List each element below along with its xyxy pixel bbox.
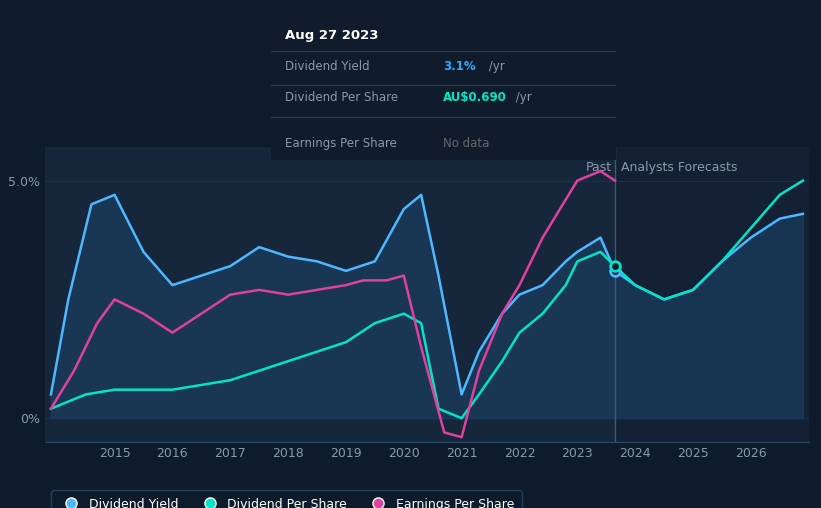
- Text: Aug 27 2023: Aug 27 2023: [285, 29, 378, 42]
- Text: 3.1%: 3.1%: [443, 60, 476, 73]
- Text: Earnings Per Share: Earnings Per Share: [285, 137, 397, 150]
- Text: /yr: /yr: [512, 91, 532, 105]
- Text: Dividend Per Share: Dividend Per Share: [285, 91, 398, 105]
- Text: AU$0.690: AU$0.690: [443, 91, 507, 105]
- Text: Dividend Yield: Dividend Yield: [285, 60, 369, 73]
- Bar: [615, 147, 809, 442]
- Text: Analysts Forecasts: Analysts Forecasts: [621, 161, 737, 174]
- Legend: Dividend Yield, Dividend Per Share, Earnings Per Share: Dividend Yield, Dividend Per Share, Earn…: [52, 490, 521, 508]
- Text: /yr: /yr: [484, 60, 504, 73]
- Text: No data: No data: [443, 137, 489, 150]
- Bar: [45, 147, 615, 442]
- Text: Past: Past: [586, 161, 612, 174]
